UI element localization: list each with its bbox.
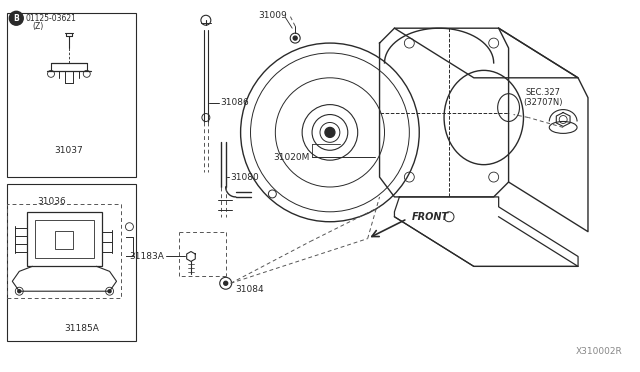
Text: 31020M: 31020M bbox=[274, 153, 310, 162]
Text: 01125-03621: 01125-03621 bbox=[25, 14, 76, 23]
Text: 31080: 31080 bbox=[230, 173, 259, 182]
Text: X310002R: X310002R bbox=[576, 347, 623, 356]
Circle shape bbox=[18, 290, 20, 293]
Circle shape bbox=[293, 36, 297, 40]
Text: B: B bbox=[13, 14, 19, 23]
Text: (32707N): (32707N) bbox=[524, 98, 563, 107]
Text: (Z): (Z) bbox=[32, 22, 44, 31]
Bar bbox=[55, 231, 73, 248]
Bar bbox=[7, 13, 136, 177]
Circle shape bbox=[325, 128, 335, 137]
Text: 31185A: 31185A bbox=[65, 324, 99, 333]
Text: 31183A: 31183A bbox=[129, 252, 164, 261]
Circle shape bbox=[108, 290, 111, 293]
Text: 31086: 31086 bbox=[221, 98, 250, 107]
Text: 31036: 31036 bbox=[38, 198, 67, 206]
Circle shape bbox=[10, 11, 23, 25]
Text: 31084: 31084 bbox=[236, 285, 264, 294]
Bar bbox=[7, 184, 136, 341]
Circle shape bbox=[224, 281, 228, 285]
Bar bbox=[28, 212, 102, 266]
Bar bbox=[35, 220, 93, 259]
Text: 31009: 31009 bbox=[259, 11, 287, 20]
Text: SEC.327: SEC.327 bbox=[526, 88, 561, 97]
Text: FRONT: FRONT bbox=[412, 212, 449, 222]
Text: 31037: 31037 bbox=[54, 146, 83, 155]
